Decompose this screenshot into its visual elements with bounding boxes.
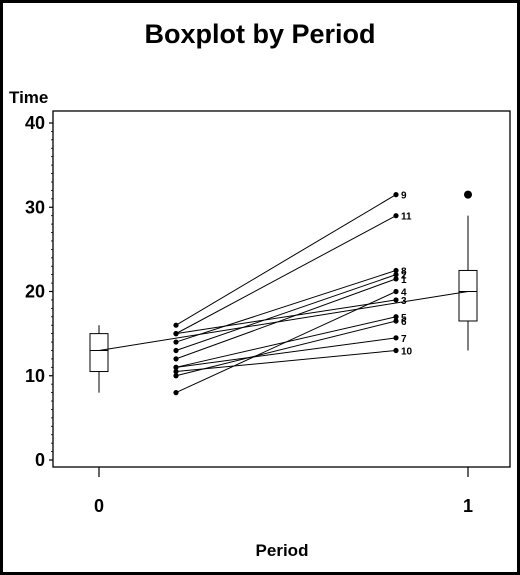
subject-label-6: 6 xyxy=(401,317,407,328)
subject-point-p0-2 xyxy=(173,347,179,354)
y-tick-label-10: 10 xyxy=(25,366,45,386)
subject-point-p0-6 xyxy=(173,373,179,379)
y-tick-label-20: 20 xyxy=(25,282,45,302)
outlier-1 xyxy=(464,190,472,199)
boxplot-chart: Boxplot by Period Time Period 010203040 … xyxy=(9,19,511,560)
subject-label-1: 1 xyxy=(401,275,407,286)
subject-label-10: 10 xyxy=(401,346,413,357)
subject-label-11: 11 xyxy=(401,212,412,223)
subject-lines-group: 9 11 821 43 56 710 xyxy=(173,191,413,396)
subject-line-10 xyxy=(175,349,397,373)
x-axis-label: Period xyxy=(256,541,309,560)
subject-point-p1-9 xyxy=(393,192,399,198)
subject-label-3: 3 xyxy=(401,296,407,307)
chart-title: Boxplot by Period xyxy=(144,19,375,49)
subject-point-p0-10 xyxy=(173,368,179,375)
subject-label-7: 7 xyxy=(401,334,407,345)
y-tick-label-0: 0 xyxy=(35,450,45,470)
subject-label-9: 9 xyxy=(401,191,407,202)
subject-line-11 xyxy=(175,215,397,335)
y-axis: 0 10 20 30 40 xyxy=(25,113,53,470)
boxes-group xyxy=(89,190,478,393)
subject-line-1 xyxy=(175,278,397,360)
subject-point-p1-8 xyxy=(393,267,399,274)
subject-point-p0-1 xyxy=(173,356,179,362)
box-0 xyxy=(89,333,109,373)
y-axis-label: Time xyxy=(9,88,48,107)
subject-point-p0-4 xyxy=(173,390,179,396)
subject-point-p1-1 xyxy=(393,276,399,282)
x-tick-label-1: 1 xyxy=(463,496,473,516)
y-tick-label-40: 40 xyxy=(25,113,45,133)
subject-point-p0-8 xyxy=(173,339,179,345)
subject-line-8 xyxy=(175,269,397,343)
subject-point-p1-4 xyxy=(393,288,399,295)
subject-point-p1-3 xyxy=(393,297,399,303)
subject-line-7 xyxy=(175,337,397,368)
subject-point-p1-7 xyxy=(393,335,399,341)
subject-point-p1-11 xyxy=(393,213,399,219)
y-tick-label-30: 30 xyxy=(25,197,45,217)
subject-line-6 xyxy=(175,320,397,377)
subject-label-5: 5 xyxy=(401,313,407,324)
chart-frame: Boxplot by Period Time Period 0 10 20 30 40 … xyxy=(3,3,517,572)
subject-label-4: 4 xyxy=(401,288,407,299)
subject-line-5 xyxy=(175,316,397,368)
mean-line xyxy=(98,291,469,351)
subject-point-p0-3 xyxy=(173,331,179,337)
subject-label-2: 2 xyxy=(401,271,407,282)
subject-point-p1-2 xyxy=(393,272,399,278)
subject-line-9 xyxy=(175,194,397,326)
subject-line-2 xyxy=(175,274,397,351)
box-1 xyxy=(458,269,478,322)
subject-point-p0-7 xyxy=(173,364,179,370)
subject-point-p1-5 xyxy=(393,314,399,320)
subject-label-8: 8 xyxy=(401,266,407,277)
plot-area xyxy=(52,110,511,468)
subject-point-p1-10 xyxy=(393,347,399,354)
subject-point-p0-9 xyxy=(173,322,179,328)
x-tick-label-0: 0 xyxy=(94,496,104,516)
subject-point-p1-6 xyxy=(393,318,399,324)
subject-line-3 xyxy=(175,299,397,335)
